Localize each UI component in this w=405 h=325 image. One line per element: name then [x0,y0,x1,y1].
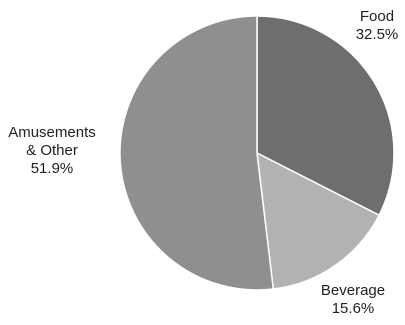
slice-name-beverage: Beverage [320,282,386,299]
slice-value-amusements: 51.9% [30,160,74,177]
pie-slice-food [256,15,395,217]
slice-label-beverage: Beverage 15.6% [318,282,388,318]
slice-label-food: Food 32.5% [342,8,405,44]
slice-name-food: Food [359,8,395,25]
slice-value-food: 32.5% [355,26,399,43]
pie-slice-amusements [119,15,275,291]
slice-label-amusements: Amusements & Other 51.9% [2,124,102,178]
slice-value-beverage: 15.6% [331,300,375,317]
pie-slice-beverage [256,151,381,290]
slice-name-amusements-line1: Amusements [8,124,96,141]
slice-name-amusements-line2: & Other [26,142,78,159]
